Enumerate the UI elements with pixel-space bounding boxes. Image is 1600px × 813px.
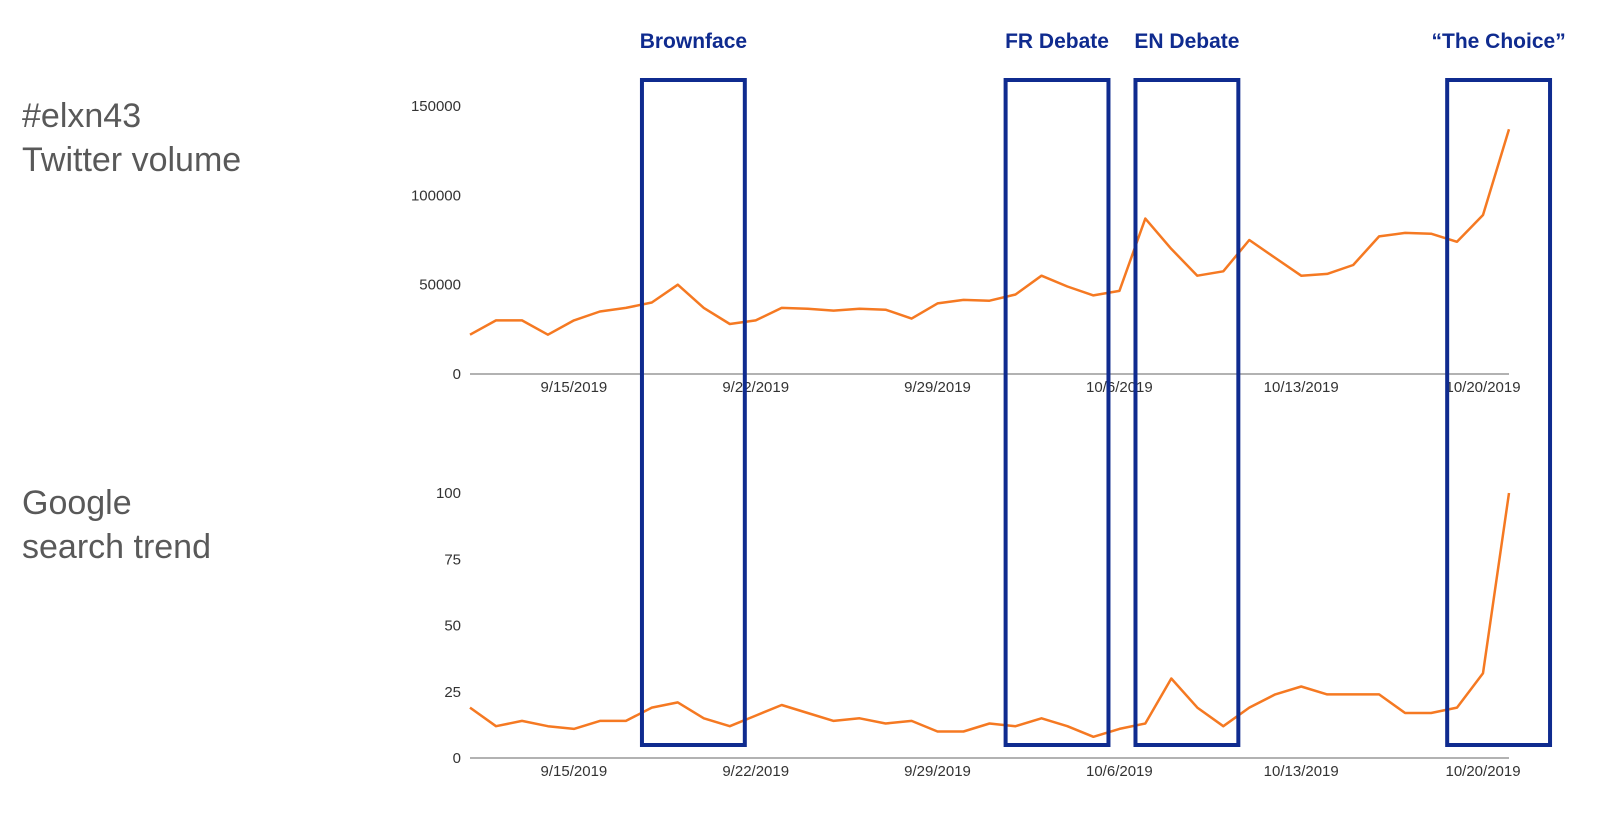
y-tick-label: 0: [453, 750, 461, 767]
y-tick-label: 75: [444, 551, 461, 568]
y-tick-label: 50000: [419, 277, 461, 294]
google-label-line1: Google: [22, 484, 132, 522]
x-tick-label: 9/29/2019: [904, 763, 971, 780]
y-tick-label: 150000: [411, 98, 461, 115]
y-tick-label: 0: [453, 366, 461, 383]
x-tick-label: 10/6/2019: [1086, 763, 1153, 780]
event-box: [1133, 78, 1241, 747]
x-tick-label: 10/13/2019: [1264, 763, 1339, 780]
event-label: “The Choice”: [1432, 30, 1566, 53]
twitter-label-line2: Twitter volume: [22, 141, 242, 179]
x-tick-label: 10/20/2019: [1445, 763, 1520, 780]
y-tick-label: 50: [444, 618, 461, 635]
event-box: [1445, 78, 1553, 747]
event-label: EN Debate: [1134, 30, 1239, 53]
y-tick-label: 100: [436, 485, 461, 502]
event-box: [1003, 78, 1111, 747]
x-tick-label: 9/22/2019: [722, 763, 789, 780]
events-layer: Brownface FR Debate EN Debate “The Choice”: [639, 30, 1566, 747]
google-chart: 0 25 50 75 100 9/15/2019 9/22/2019 9/29/2019 10/…: [436, 485, 1521, 780]
x-tick-label: 9/29/2019: [904, 379, 971, 396]
google-trend-label: Google search trend: [22, 481, 211, 569]
event-label: FR Debate: [1005, 30, 1109, 53]
google-label-line2: search trend: [22, 528, 211, 566]
x-tick-label: 9/15/2019: [541, 763, 608, 780]
x-tick-label: 10/20/2019: [1445, 379, 1520, 396]
twitter-volume-label: #elxn43 Twitter volume: [22, 94, 241, 182]
series-line: [469, 128, 1511, 336]
y-tick-label: 25: [444, 684, 461, 701]
event-box: [639, 78, 747, 747]
x-tick-label: 9/15/2019: [541, 379, 608, 396]
charts-layer: 0 50000 100000 150000 9/15/2019 9/22/2019 9/29…: [411, 98, 1521, 780]
event-label: Brownface: [640, 30, 747, 53]
y-tick-label: 100000: [411, 187, 461, 204]
x-tick-label: 10/6/2019: [1086, 379, 1153, 396]
twitter-label-line1: #elxn43: [22, 97, 142, 135]
series-line: [469, 492, 1511, 739]
x-tick-label: 10/13/2019: [1264, 379, 1339, 396]
x-tick-label: 9/22/2019: [722, 379, 789, 396]
twitter-chart: 0 50000 100000 150000 9/15/2019 9/22/2019 9/29…: [411, 98, 1521, 396]
